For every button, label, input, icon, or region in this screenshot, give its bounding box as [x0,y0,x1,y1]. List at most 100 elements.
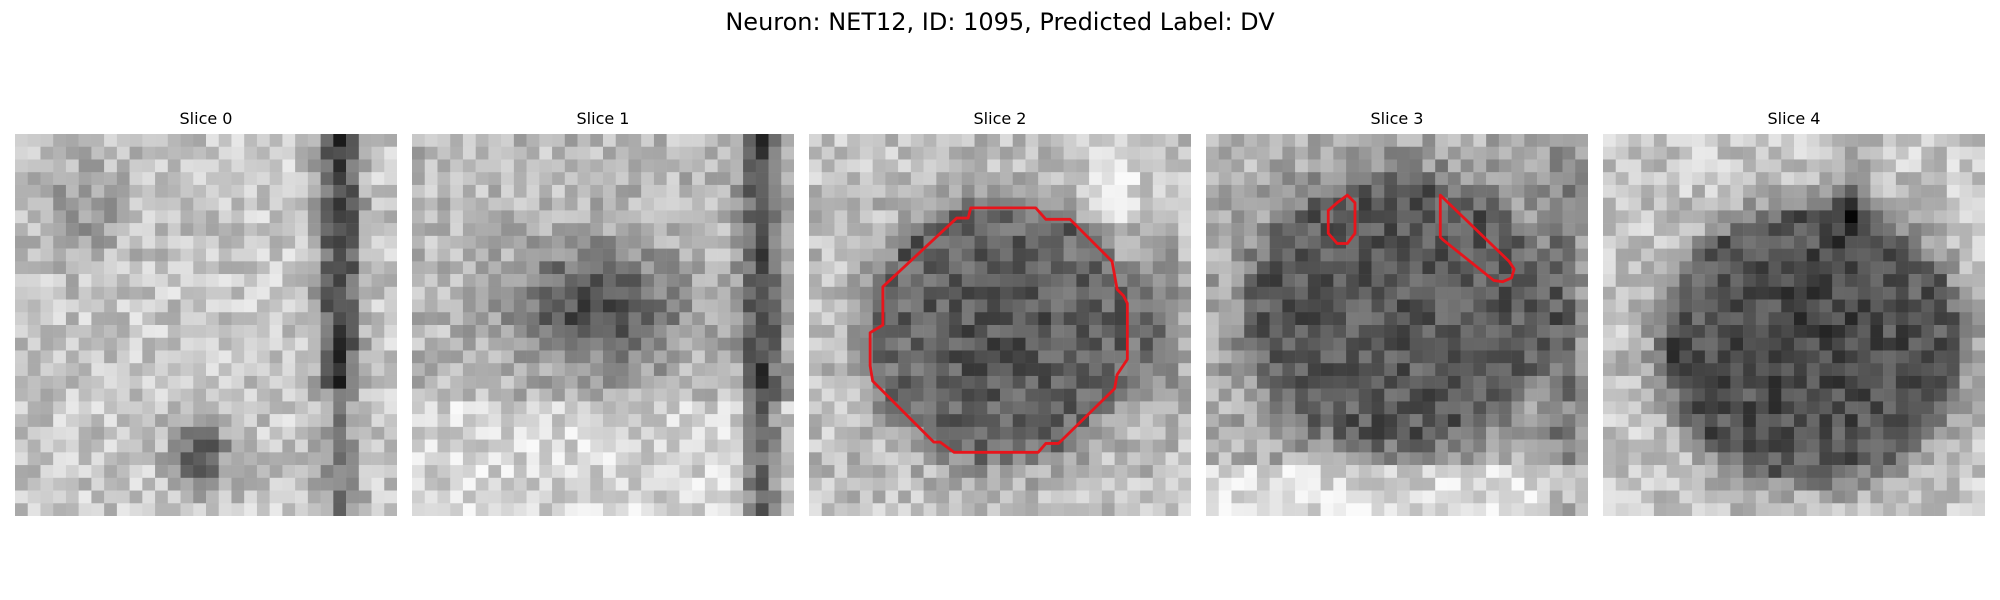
pixel [15,363,28,377]
pixel [859,401,873,415]
pixel [1435,337,1449,351]
pixel [450,363,464,377]
pixel [1076,286,1090,300]
pixel [78,312,92,326]
pixel [27,452,41,466]
pixel [949,286,963,300]
pixel [1743,337,1757,351]
pixel [40,452,54,466]
pixel [1870,401,1884,415]
pixel [1397,388,1410,402]
pixel [1346,439,1360,453]
pixel [1422,490,1436,504]
pixel [1972,286,1985,300]
pixel [539,159,553,173]
pixel [1498,184,1512,198]
pixel [206,375,219,389]
pixel [358,172,372,186]
pixel [1127,248,1141,262]
pixel [218,197,232,211]
pixel [1717,337,1731,351]
pixel [743,388,757,402]
pixel [231,503,245,516]
pixel [910,172,924,186]
pixel [1498,134,1512,147]
pixel [462,490,476,504]
pixel [1959,477,1973,491]
pixel [1666,503,1680,516]
pixel [475,146,489,160]
pixel [1934,210,1948,224]
pixel [679,477,693,491]
pixel [615,452,629,466]
pixel [307,223,321,237]
pixel [1921,452,1935,466]
pixel [1282,350,1296,364]
pixel [692,477,706,491]
pixel [1358,172,1372,186]
pixel [1486,325,1500,338]
pixel [1921,414,1935,428]
pixel [1178,503,1191,516]
pixel [40,375,54,389]
pixel [603,414,616,428]
pixel [269,490,283,504]
pixel [450,350,464,364]
pixel [40,159,54,173]
pixel [1000,337,1013,351]
pixel [1653,210,1667,224]
pixel [1498,350,1512,364]
pixel [1397,274,1410,288]
pixel [1397,299,1410,313]
pixel [27,503,41,516]
pixel [590,401,604,415]
pixel [768,210,782,224]
pixel [1320,439,1334,453]
pixel [743,197,757,211]
pixel [1127,134,1141,147]
pixel [1473,490,1487,504]
pixel [987,210,1001,224]
pixel [1127,439,1141,453]
pixel [1498,490,1512,504]
pixel [1231,159,1245,173]
pixel [1358,159,1372,173]
pixel [1781,465,1795,479]
pixel [666,325,680,338]
pixel [898,172,912,186]
pixel [78,146,92,160]
pixel [679,439,693,453]
pixel [1101,401,1115,415]
pixel [256,286,270,300]
pixel [1244,439,1258,453]
pixel [1537,490,1551,504]
pixel [1178,337,1191,351]
pixel [539,337,553,351]
pixel [1959,490,1973,504]
pixel [488,184,502,198]
pixel [269,172,283,186]
pixel [1422,172,1436,186]
pixel [936,477,950,491]
pixel [1038,337,1052,351]
pixel [781,159,794,173]
pixel [1895,134,1909,147]
pixel [513,299,527,313]
pixel [885,426,899,440]
pixel [1946,184,1960,198]
pixel [1218,490,1232,504]
pixel [974,248,988,262]
pixel [628,286,642,300]
pixel [885,286,899,300]
pixel [1165,286,1179,300]
pixel [40,439,54,453]
pixel [193,286,207,300]
pixel [1819,235,1833,249]
pixel [155,388,169,402]
pixel [424,235,438,249]
pixel [1794,286,1807,300]
pixel [1781,337,1795,351]
pixel [1524,248,1538,262]
pixel [1140,337,1154,351]
pixel [1218,223,1232,237]
